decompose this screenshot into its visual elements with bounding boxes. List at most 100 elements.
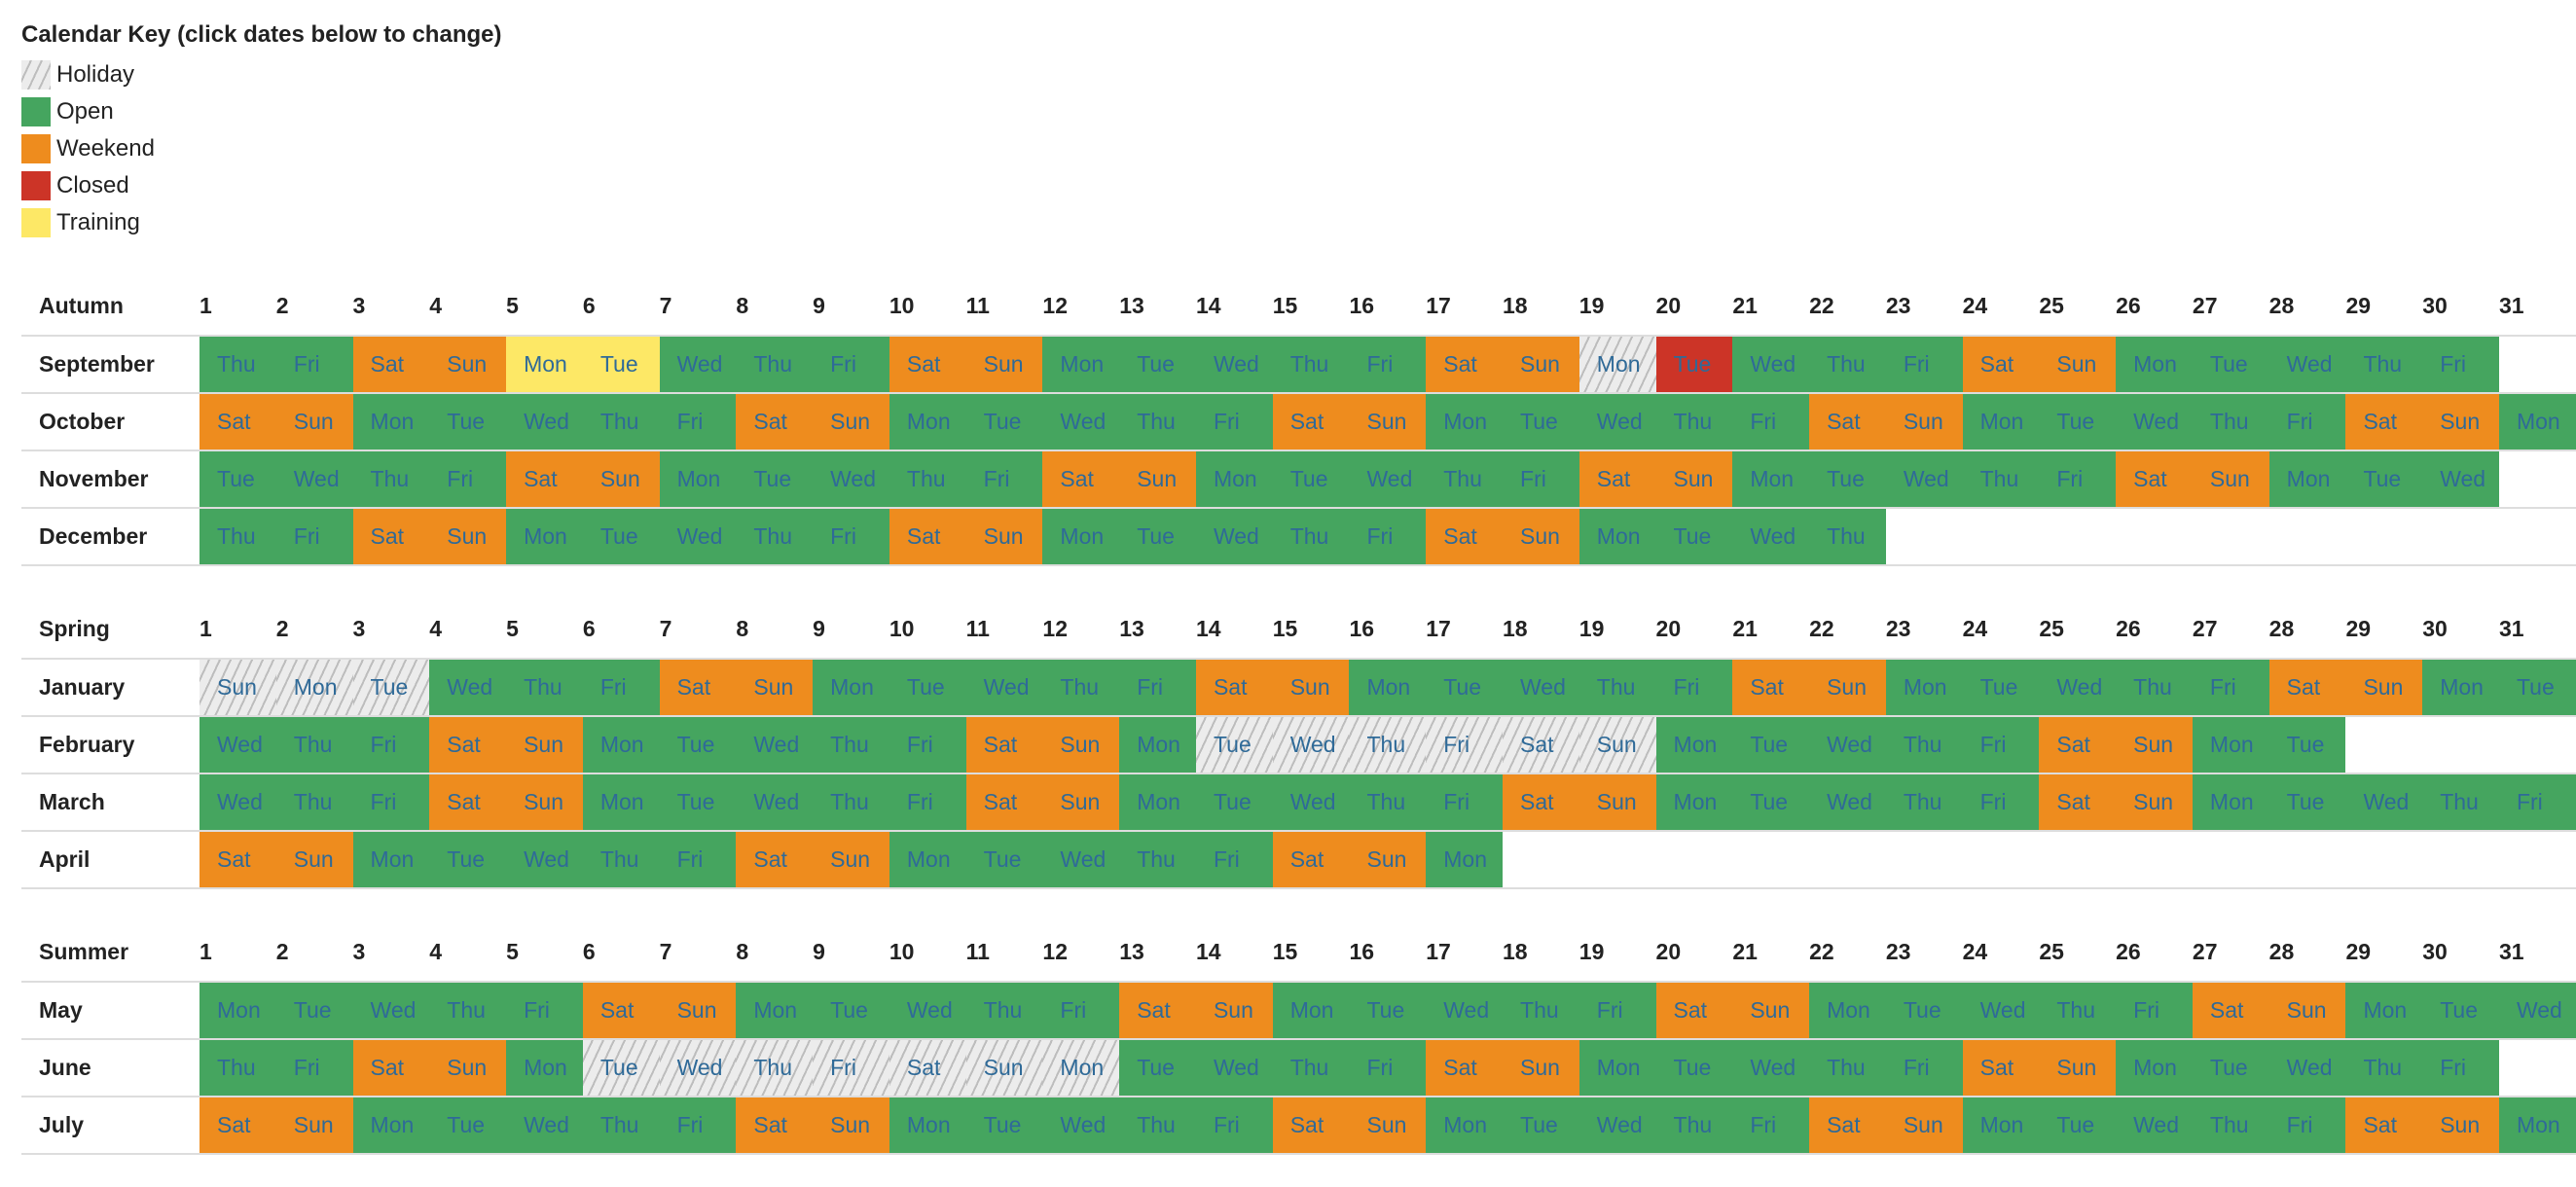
date-cell[interactable]: Sat xyxy=(736,1097,814,1155)
date-cell[interactable]: Sat xyxy=(1809,393,1886,451)
date-cell[interactable]: Tue xyxy=(736,450,814,509)
date-cell[interactable]: Fri xyxy=(1426,773,1504,832)
date-cell[interactable]: Wed xyxy=(2498,982,2576,1040)
date-cell[interactable]: Wed xyxy=(2268,336,2346,394)
date-cell[interactable]: Wed xyxy=(1732,1039,1810,1097)
date-cell[interactable]: Mon xyxy=(889,1097,966,1155)
date-cell[interactable]: Wed xyxy=(2345,773,2423,832)
date-cell[interactable]: Thu xyxy=(200,336,276,394)
date-cell[interactable]: Thu xyxy=(1272,1039,1350,1097)
date-cell[interactable]: Fri xyxy=(1655,659,1733,717)
date-cell[interactable]: Thu xyxy=(889,450,966,509)
date-cell[interactable]: Wed xyxy=(200,773,276,832)
date-cell[interactable]: Fri xyxy=(2268,1097,2346,1155)
date-cell[interactable]: Sat xyxy=(889,508,966,566)
date-cell[interactable]: Fri xyxy=(1962,773,2040,832)
date-cell[interactable]: Sat xyxy=(352,508,430,566)
date-cell[interactable]: Mon xyxy=(582,773,660,832)
date-cell[interactable]: Fri xyxy=(2268,393,2346,451)
date-cell[interactable]: Sat xyxy=(352,1039,430,1097)
date-cell[interactable]: Mon xyxy=(1962,393,2040,451)
date-cell[interactable]: Wed xyxy=(1195,508,1273,566)
date-cell[interactable]: Thu xyxy=(1042,659,1120,717)
date-cell[interactable]: Sun xyxy=(813,393,889,451)
date-cell[interactable]: Mon xyxy=(1655,716,1733,774)
date-cell[interactable]: Sat xyxy=(1962,1039,2040,1097)
date-cell[interactable]: Fri xyxy=(2422,1039,2499,1097)
date-cell[interactable]: Fri xyxy=(965,450,1043,509)
date-cell[interactable]: Sun xyxy=(429,508,507,566)
date-cell[interactable]: Fri xyxy=(429,450,507,509)
date-cell[interactable]: Sat xyxy=(2039,716,2117,774)
date-cell[interactable]: Sun xyxy=(1503,1039,1579,1097)
date-cell[interactable]: Wed xyxy=(2422,450,2499,509)
date-cell[interactable]: Fri xyxy=(506,982,583,1040)
date-cell[interactable]: Thu xyxy=(352,450,430,509)
date-cell[interactable]: Wed xyxy=(275,450,353,509)
date-cell[interactable]: Thu xyxy=(582,393,660,451)
date-cell[interactable]: Sat xyxy=(2116,450,2193,509)
date-cell[interactable]: Thu xyxy=(1885,773,1963,832)
date-cell[interactable]: Sun xyxy=(582,450,660,509)
date-cell[interactable]: Fri xyxy=(813,336,889,394)
date-cell[interactable]: Tue xyxy=(813,982,889,1040)
date-cell[interactable]: Tue xyxy=(2268,716,2346,774)
date-cell[interactable]: Thu xyxy=(736,1039,814,1097)
date-cell[interactable]: Fri xyxy=(1349,336,1427,394)
date-cell[interactable]: Fri xyxy=(1426,716,1504,774)
date-cell[interactable]: Thu xyxy=(582,1097,660,1155)
date-cell[interactable]: Sat xyxy=(1426,1039,1504,1097)
date-cell[interactable]: Mon xyxy=(889,393,966,451)
date-cell[interactable]: Sun xyxy=(1578,716,1656,774)
date-cell[interactable]: Sun xyxy=(275,831,353,889)
date-cell[interactable]: Thu xyxy=(1349,773,1427,832)
date-cell[interactable]: Wed xyxy=(200,716,276,774)
date-cell[interactable]: Tue xyxy=(582,508,660,566)
date-cell[interactable]: Tue xyxy=(2039,393,2117,451)
date-cell[interactable]: Wed xyxy=(1349,450,1427,509)
date-cell[interactable]: Tue xyxy=(1655,508,1733,566)
date-cell[interactable]: Tue xyxy=(659,773,737,832)
date-cell[interactable]: Sun xyxy=(275,393,353,451)
date-cell[interactable]: Sun xyxy=(736,659,814,717)
date-cell[interactable]: Sun xyxy=(2422,393,2499,451)
date-cell[interactable]: Sun xyxy=(429,1039,507,1097)
date-cell[interactable]: Mon xyxy=(2422,659,2499,717)
date-cell[interactable]: Mon xyxy=(2498,393,2576,451)
date-cell[interactable]: Fri xyxy=(1885,1039,1963,1097)
date-cell[interactable]: Tue xyxy=(659,716,737,774)
date-cell[interactable]: Tue xyxy=(200,450,276,509)
date-cell[interactable]: Sun xyxy=(965,336,1043,394)
date-cell[interactable]: Thu xyxy=(2192,393,2269,451)
date-cell[interactable]: Wed xyxy=(659,508,737,566)
date-cell[interactable]: Sun xyxy=(965,508,1043,566)
date-cell[interactable]: Wed xyxy=(2116,393,2193,451)
date-cell[interactable]: Sat xyxy=(1732,659,1810,717)
date-cell[interactable]: Thu xyxy=(1809,336,1886,394)
date-cell[interactable]: Tue xyxy=(1885,982,1963,1040)
date-cell[interactable]: Mon xyxy=(2192,716,2269,774)
date-cell[interactable]: Sun xyxy=(2116,716,2193,774)
date-cell[interactable]: Wed xyxy=(506,393,583,451)
date-cell[interactable]: Wed xyxy=(1962,982,2040,1040)
date-cell[interactable]: Mon xyxy=(2498,1097,2576,1155)
date-cell[interactable]: Mon xyxy=(1578,508,1656,566)
date-cell[interactable]: Sun xyxy=(2345,659,2423,717)
date-cell[interactable]: Wed xyxy=(1042,393,1120,451)
date-cell[interactable]: Wed xyxy=(1272,773,1350,832)
date-cell[interactable]: Thu xyxy=(813,773,889,832)
date-cell[interactable]: Fri xyxy=(1195,831,1273,889)
date-cell[interactable]: Mon xyxy=(506,508,583,566)
date-cell[interactable]: Mon xyxy=(1426,831,1504,889)
date-cell[interactable]: Fri xyxy=(1349,1039,1427,1097)
date-cell[interactable]: Sat xyxy=(506,450,583,509)
date-cell[interactable]: Thu xyxy=(1962,450,2040,509)
date-cell[interactable]: Fri xyxy=(2192,659,2269,717)
date-cell[interactable]: Wed xyxy=(1578,393,1656,451)
date-cell[interactable]: Thu xyxy=(1655,1097,1733,1155)
date-cell[interactable]: Mon xyxy=(275,659,353,717)
date-cell[interactable]: Sat xyxy=(200,393,276,451)
date-cell[interactable]: Fri xyxy=(1195,1097,1273,1155)
date-cell[interactable]: Thu xyxy=(2345,1039,2423,1097)
date-cell[interactable]: Thu xyxy=(506,659,583,717)
